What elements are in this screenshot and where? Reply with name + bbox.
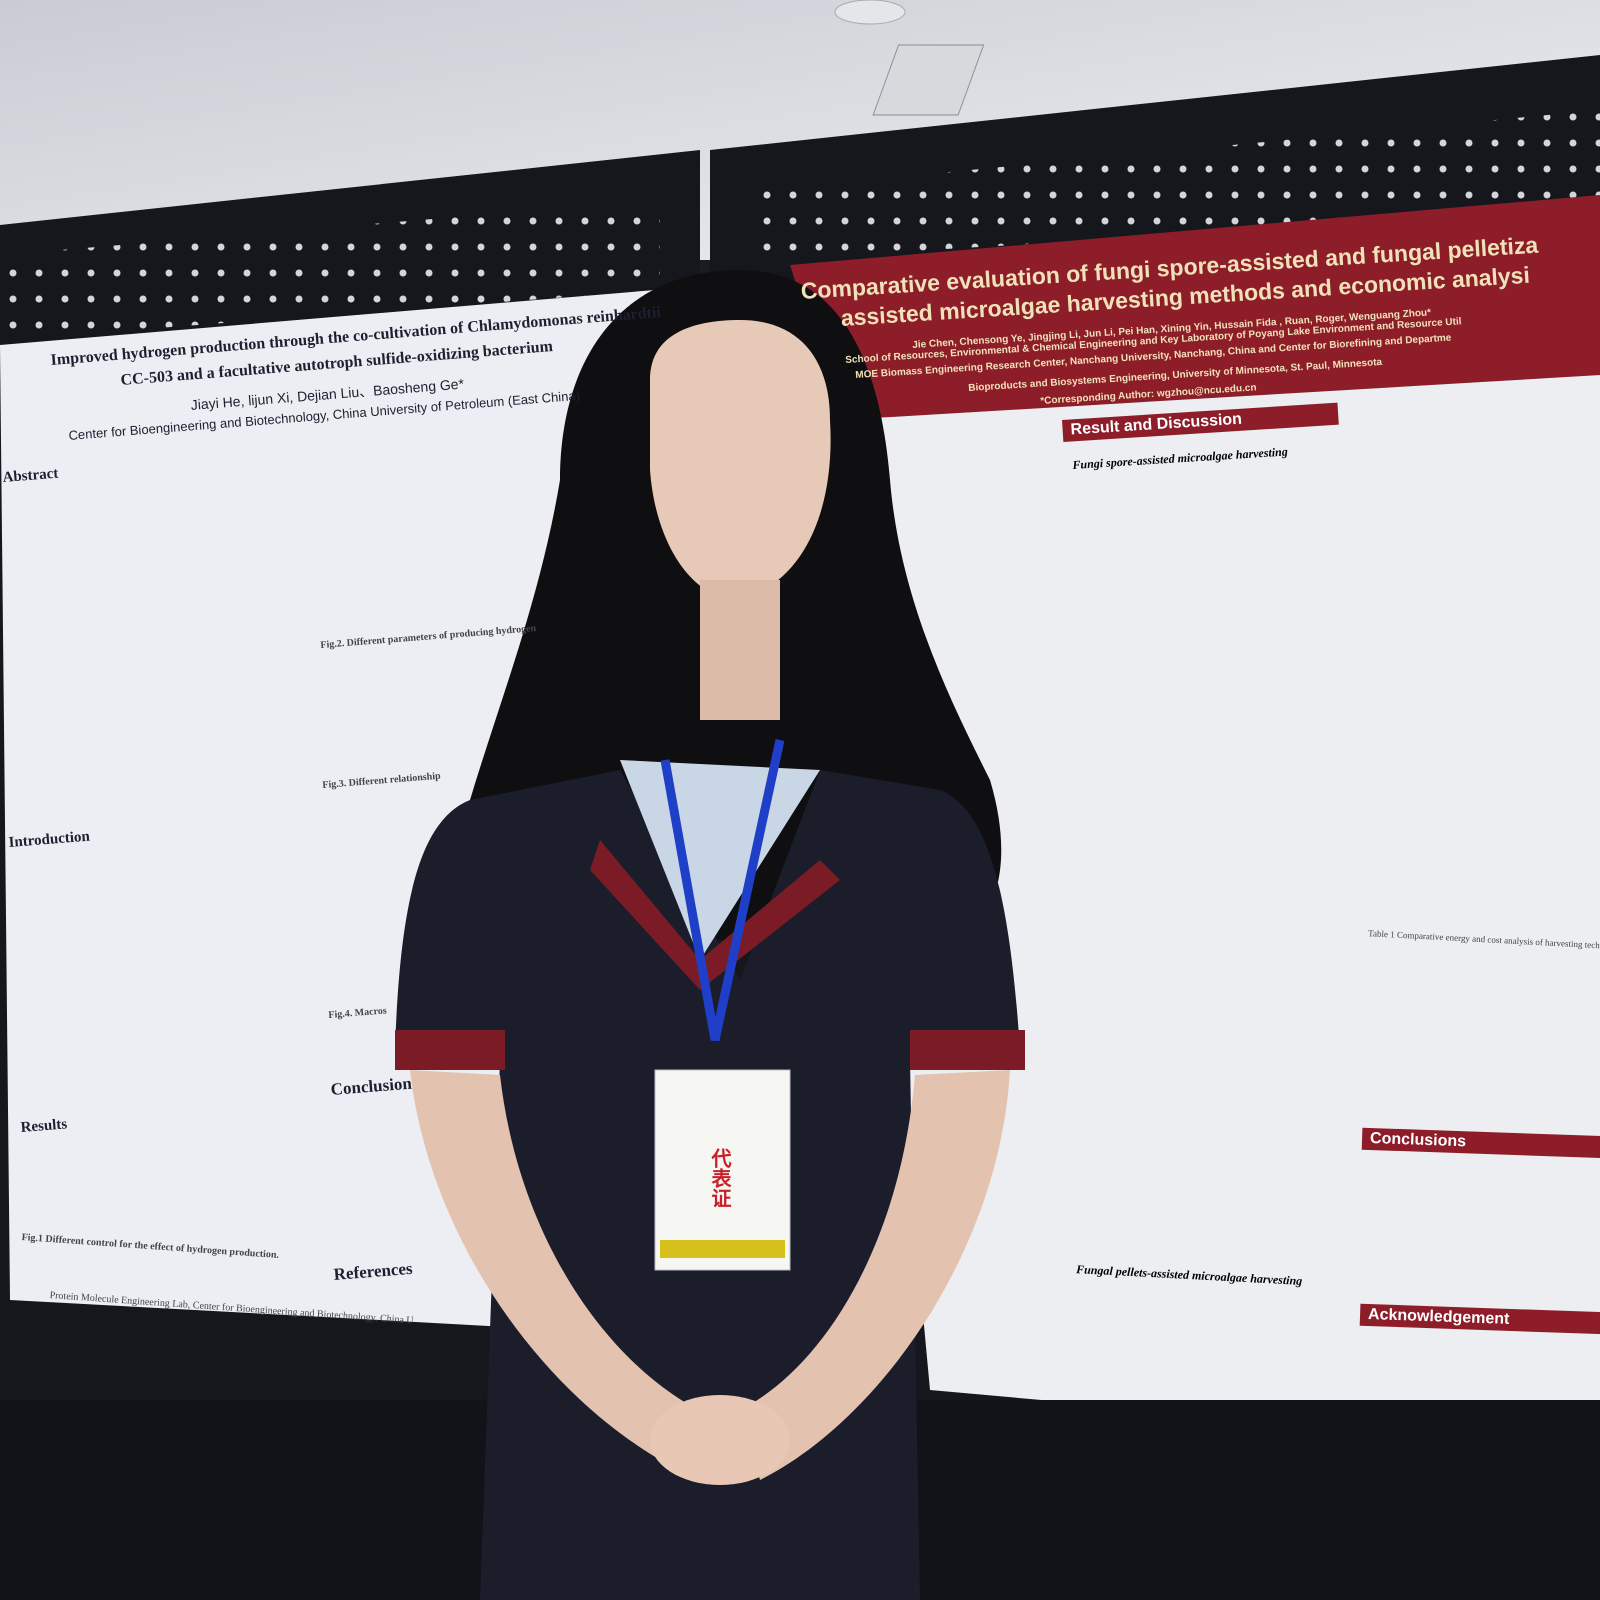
arm-left bbox=[410, 1070, 720, 1480]
left-poster bbox=[0, 290, 655, 1335]
neck bbox=[700, 580, 780, 720]
badge bbox=[654, 1069, 791, 1271]
left-board-dots bbox=[0, 200, 660, 340]
lanyard bbox=[660, 739, 785, 1041]
badge-stripe bbox=[660, 1240, 785, 1258]
sleeve-stripe-right bbox=[910, 1030, 1025, 1070]
arm-right bbox=[740, 1070, 1010, 1480]
right-poster bbox=[840, 375, 1600, 1450]
ceiling-light bbox=[834, 0, 906, 25]
face bbox=[650, 320, 831, 600]
right-poster-banner bbox=[790, 195, 1600, 420]
badge-label: 代表证 bbox=[708, 1148, 732, 1208]
left-section-results: Results bbox=[20, 1116, 68, 1136]
ceiling-vent bbox=[872, 44, 985, 116]
dress-stripe-collar bbox=[590, 840, 840, 990]
hands bbox=[650, 1395, 790, 1485]
sleeve-stripe-left bbox=[395, 1030, 505, 1070]
